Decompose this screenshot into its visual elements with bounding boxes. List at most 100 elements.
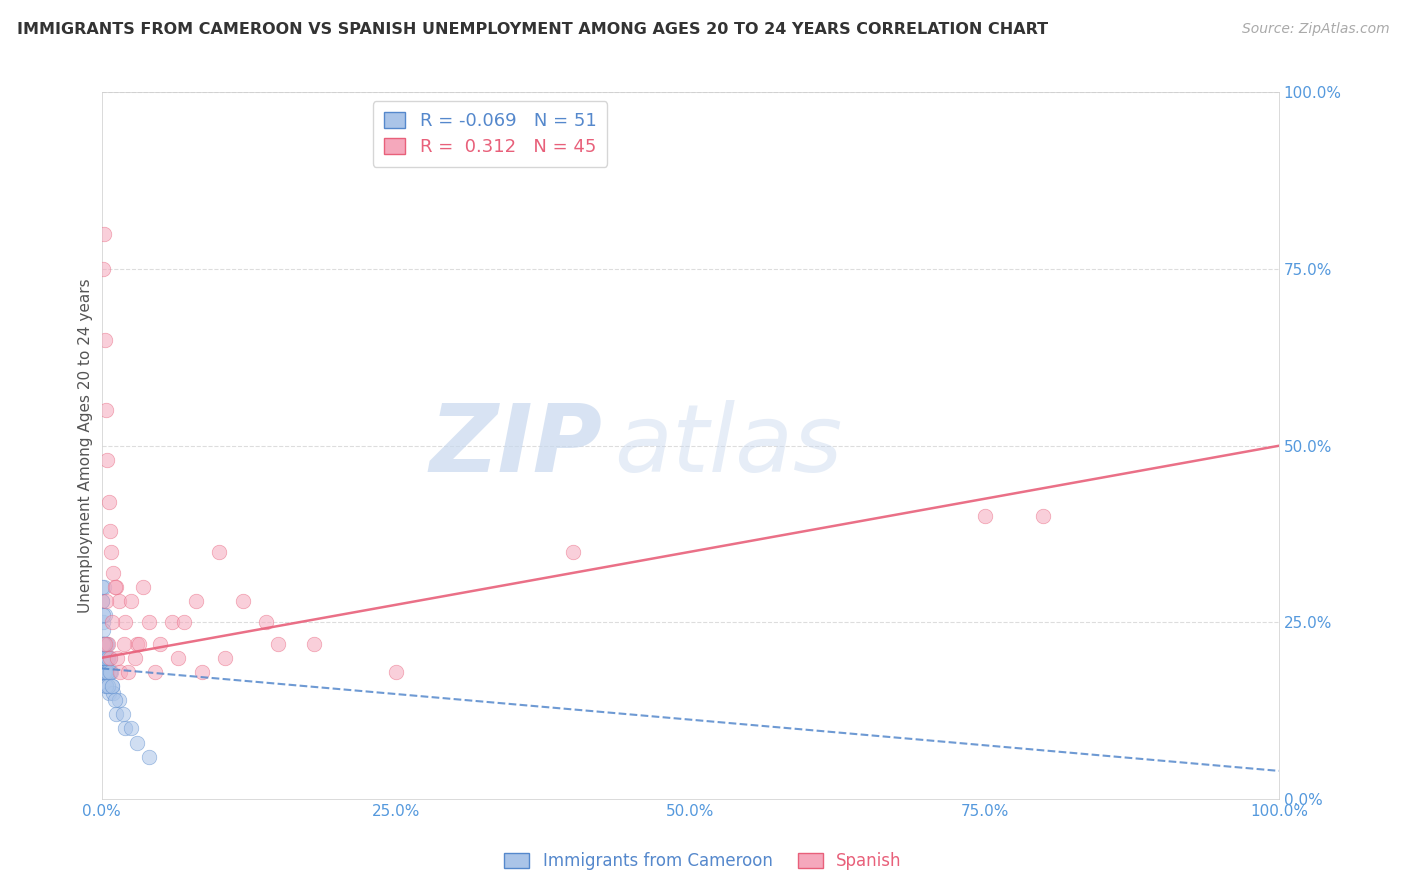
- Point: [96, 650, 118, 665]
- Point: [91, 608, 114, 623]
- Point: [91, 594, 114, 608]
- Point: [93, 615, 115, 630]
- Point: [267, 637, 290, 651]
- Point: [100, 650, 122, 665]
- Point: [91, 637, 114, 651]
- Point: [100, 679, 122, 693]
- Point: [91, 594, 114, 608]
- Point: [91, 650, 114, 665]
- Point: [973, 509, 995, 524]
- Point: [91, 580, 114, 594]
- Point: [100, 545, 122, 559]
- Point: [138, 615, 160, 630]
- Point: [302, 637, 325, 651]
- Point: [91, 262, 114, 277]
- Point: [98, 650, 121, 665]
- Point: [94, 665, 117, 679]
- Point: [125, 637, 148, 651]
- Point: [117, 665, 139, 679]
- Point: [125, 736, 148, 750]
- Point: [1032, 509, 1054, 524]
- Text: IMMIGRANTS FROM CAMEROON VS SPANISH UNEMPLOYMENT AMONG AGES 20 TO 24 YEARS CORRE: IMMIGRANTS FROM CAMEROON VS SPANISH UNEM…: [17, 22, 1047, 37]
- Point: [149, 637, 172, 651]
- Point: [143, 665, 166, 679]
- Point: [101, 615, 124, 630]
- Point: [120, 594, 142, 608]
- Point: [98, 665, 121, 679]
- Point: [561, 545, 583, 559]
- Point: [103, 566, 125, 580]
- Point: [93, 637, 115, 651]
- Text: atlas: atlas: [614, 401, 842, 491]
- Point: [208, 545, 231, 559]
- Point: [96, 665, 118, 679]
- Point: [112, 637, 135, 651]
- Text: Source: ZipAtlas.com: Source: ZipAtlas.com: [1241, 22, 1389, 37]
- Point: [104, 707, 127, 722]
- Point: [108, 594, 131, 608]
- Point: [254, 615, 277, 630]
- Point: [162, 615, 184, 630]
- Point: [114, 615, 136, 630]
- Point: [101, 679, 124, 693]
- Point: [93, 580, 115, 594]
- Point: [93, 665, 115, 679]
- Point: [120, 722, 142, 736]
- Point: [114, 722, 136, 736]
- Point: [93, 650, 115, 665]
- Point: [173, 615, 195, 630]
- Point: [94, 333, 117, 347]
- Point: [100, 665, 122, 679]
- Point: [97, 679, 120, 693]
- Point: [108, 693, 131, 707]
- Point: [104, 580, 127, 594]
- Point: [128, 637, 150, 651]
- Point: [91, 637, 114, 651]
- Point: [167, 650, 190, 665]
- Point: [100, 665, 122, 679]
- Point: [111, 707, 134, 722]
- Point: [94, 679, 117, 693]
- Point: [385, 665, 408, 679]
- Point: [94, 608, 117, 623]
- Point: [105, 650, 128, 665]
- Point: [94, 665, 117, 679]
- Point: [93, 650, 115, 665]
- Point: [97, 495, 120, 509]
- Y-axis label: Unemployment Among Ages 20 to 24 years: Unemployment Among Ages 20 to 24 years: [79, 278, 93, 613]
- Point: [103, 580, 125, 594]
- Point: [96, 650, 118, 665]
- Text: ZIP: ZIP: [429, 400, 602, 491]
- Point: [138, 749, 160, 764]
- Point: [94, 594, 117, 608]
- Point: [91, 637, 114, 651]
- Point: [232, 594, 254, 608]
- Point: [96, 637, 118, 651]
- Point: [94, 665, 117, 679]
- Point: [132, 580, 155, 594]
- Point: [184, 594, 207, 608]
- Point: [96, 403, 118, 417]
- Point: [96, 665, 118, 679]
- Point: [93, 637, 115, 651]
- Point: [93, 665, 115, 679]
- Point: [214, 650, 236, 665]
- Point: [97, 650, 120, 665]
- Point: [97, 665, 120, 679]
- Point: [103, 686, 125, 700]
- Legend: R = -0.069   N = 51, R =  0.312   N = 45: R = -0.069 N = 51, R = 0.312 N = 45: [373, 102, 607, 167]
- Point: [93, 650, 115, 665]
- Point: [97, 686, 120, 700]
- Point: [110, 665, 132, 679]
- Point: [124, 650, 146, 665]
- Point: [96, 679, 118, 693]
- Point: [103, 693, 125, 707]
- Point: [93, 227, 115, 241]
- Point: [97, 637, 120, 651]
- Point: [98, 524, 121, 538]
- Point: [91, 665, 114, 679]
- Point: [91, 623, 114, 637]
- Point: [93, 637, 115, 651]
- Point: [96, 453, 118, 467]
- Point: [94, 637, 117, 651]
